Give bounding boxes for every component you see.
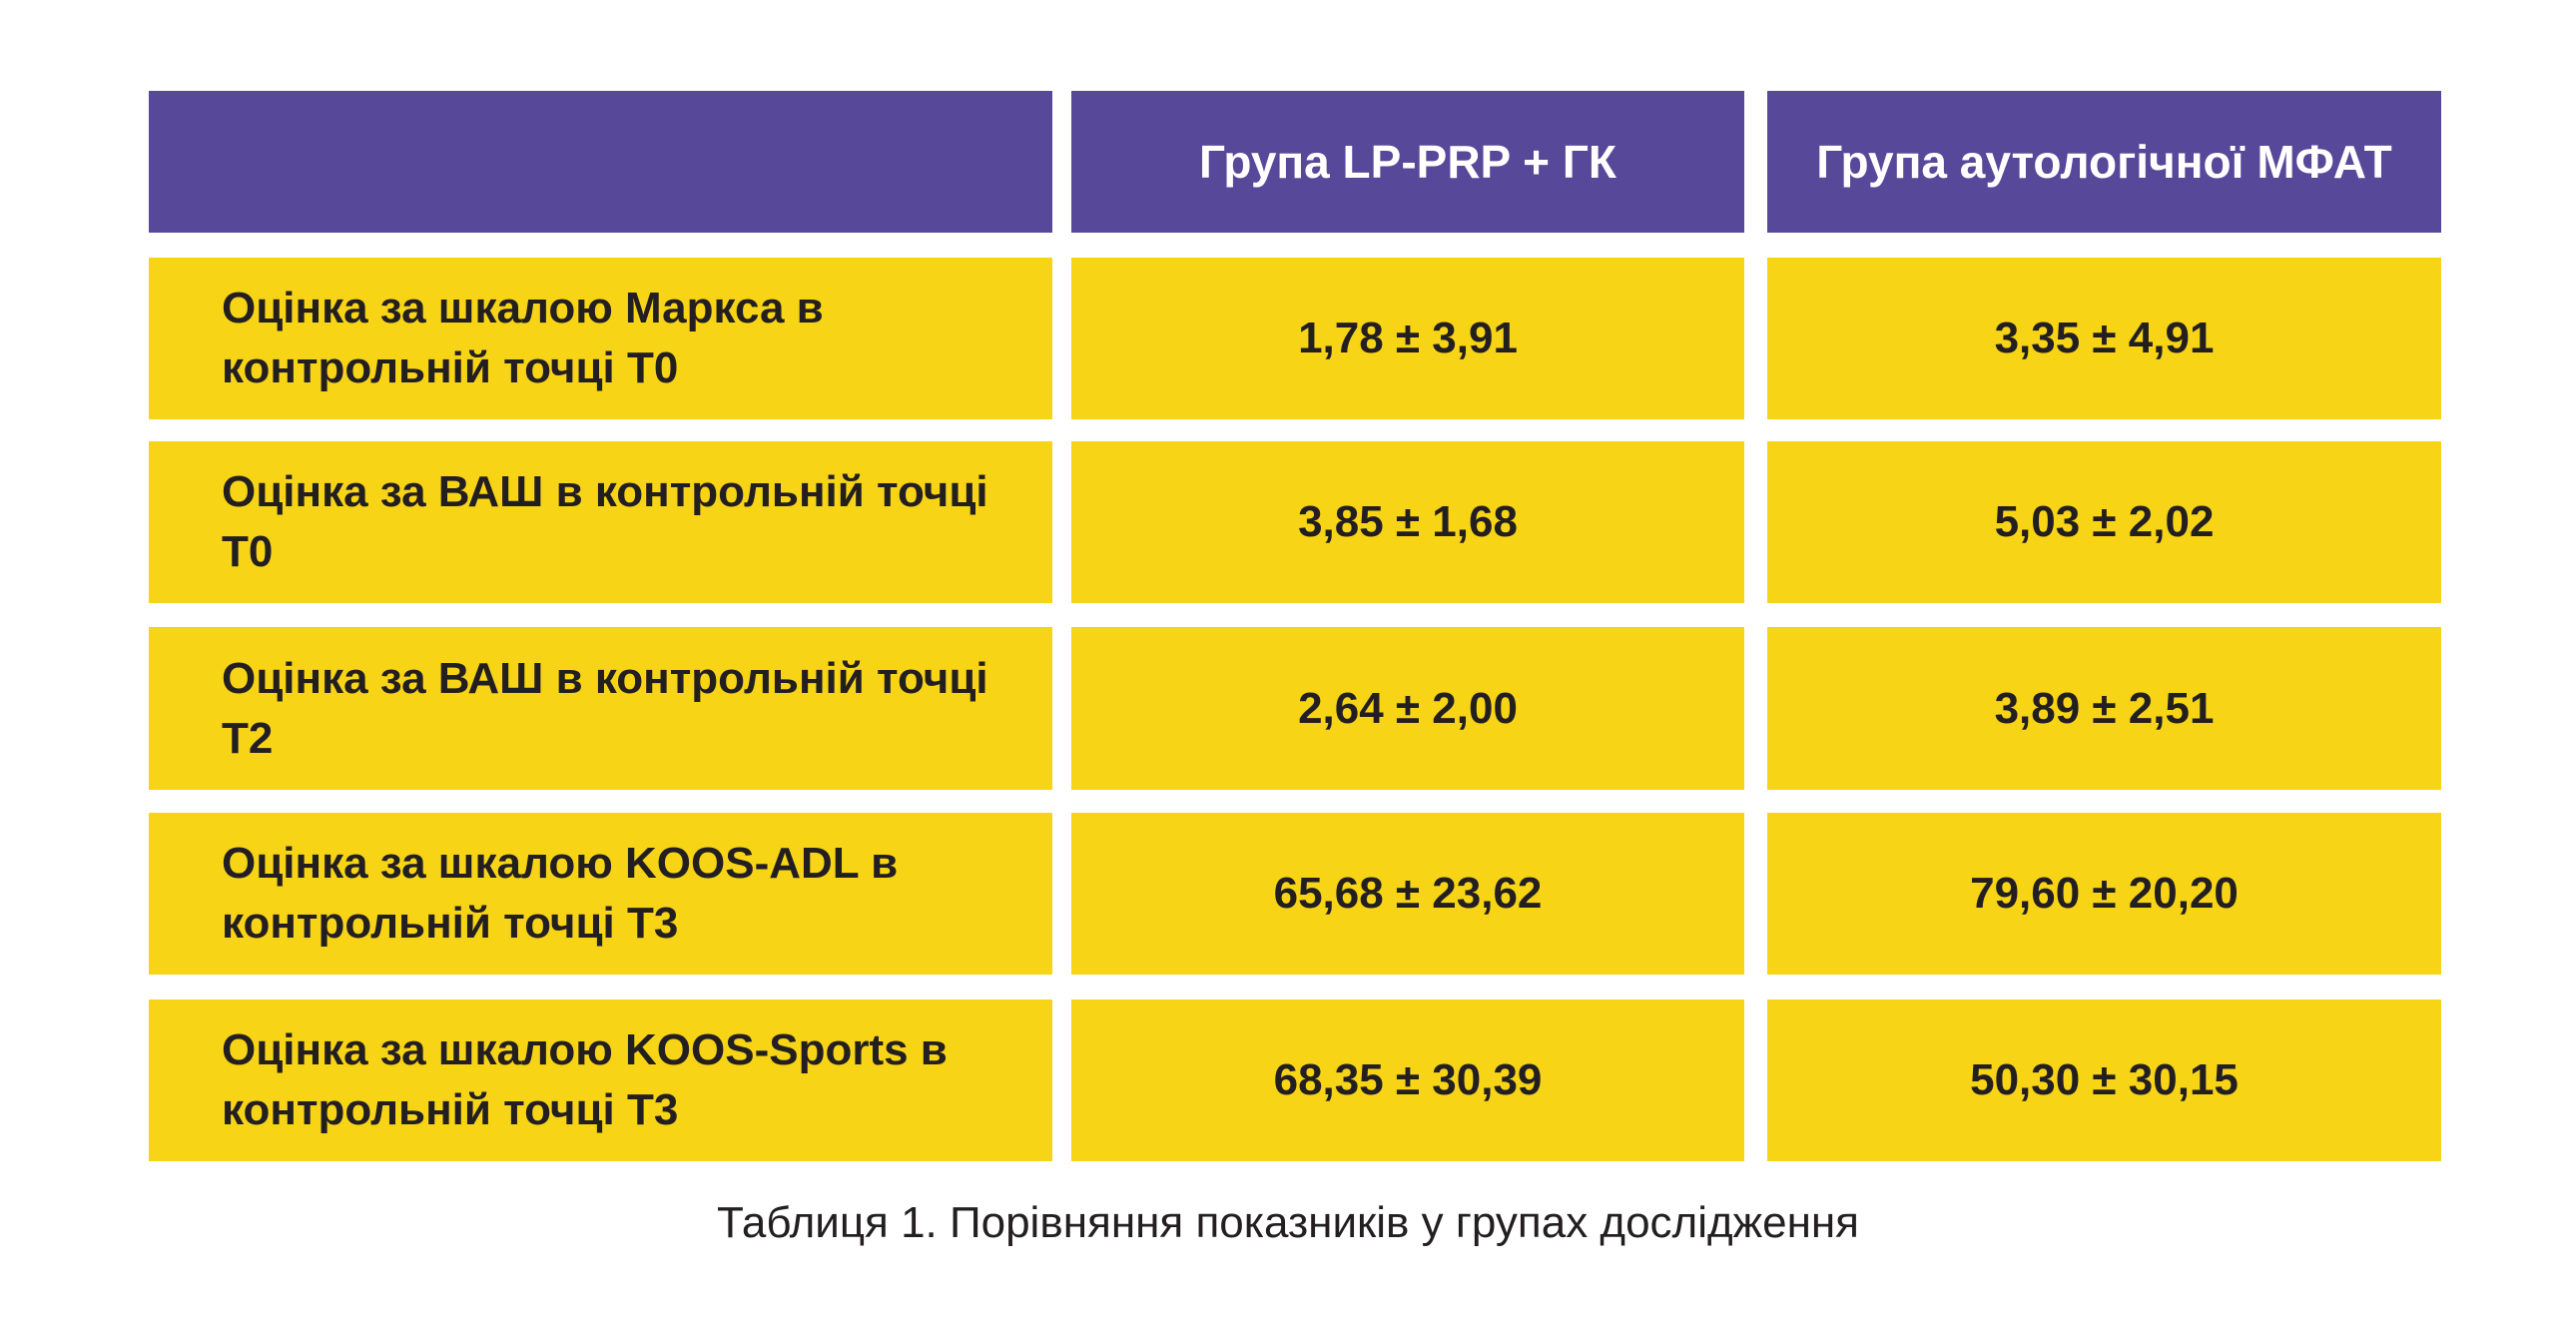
row-label: Оцінка за ВАШ в контрольній точці Т2 — [149, 627, 1052, 790]
cell-group1-value: 1,78 ± 3,91 — [1071, 258, 1744, 419]
cell-group2-value: 5,03 ± 2,02 — [1767, 441, 2441, 603]
cell-group1-value: 3,85 ± 1,68 — [1071, 441, 1744, 603]
cell-group2-value: 50,30 ± 30,15 — [1767, 999, 2441, 1161]
cell-group1-value: 68,35 ± 30,39 — [1071, 999, 1744, 1161]
row-label: Оцінка за шкалою Маркса в контрольній то… — [149, 258, 1052, 419]
cell-group1-value: 2,64 ± 2,00 — [1071, 627, 1744, 790]
cell-group2-value: 3,35 ± 4,91 — [1767, 258, 2441, 419]
cell-group2-value: 79,60 ± 20,20 — [1767, 813, 2441, 975]
table-caption: Таблиця 1. Порівняння показників у група… — [716, 1198, 1860, 1247]
header-group-lp-prp: Група LP-PRP + ГК — [1071, 91, 1744, 233]
header-group-mfat: Група аутологічної МФАТ — [1767, 91, 2441, 233]
row-label: Оцінка за ВАШ в контрольній точці Т0 — [149, 441, 1052, 603]
header-empty-cell — [149, 91, 1052, 233]
row-label: Оцінка за шкалою KOOS-ADL в контрольній … — [149, 813, 1052, 975]
cell-group2-value: 3,89 ± 2,51 — [1767, 627, 2441, 790]
row-label: Оцінка за шкалою KOOS-Sports в контрольн… — [149, 999, 1052, 1161]
cell-group1-value: 65,68 ± 23,62 — [1071, 813, 1744, 975]
